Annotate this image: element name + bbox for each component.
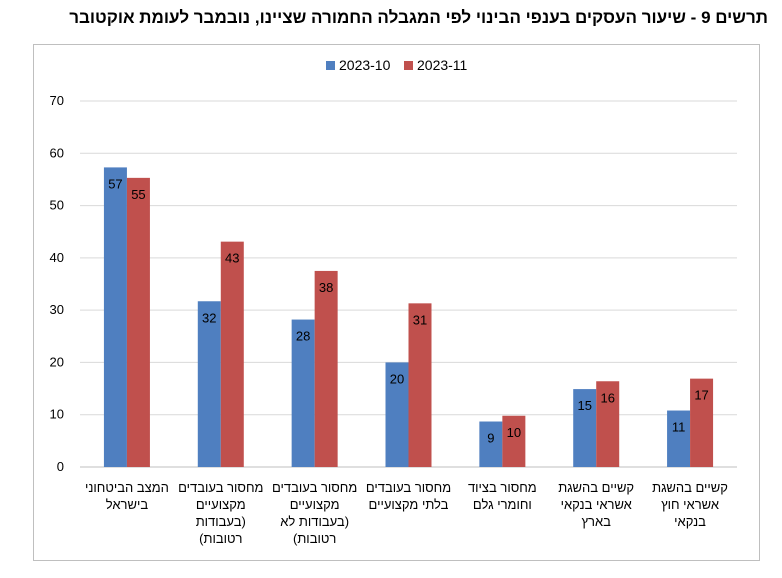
bar-series2 — [502, 415, 526, 467]
category-label: רטובות) — [293, 531, 336, 546]
data-label: 17 — [694, 388, 708, 403]
bar-series2 — [220, 241, 244, 467]
bar-series1 — [103, 167, 127, 467]
data-label: 15 — [577, 398, 591, 413]
chart-title: תרשים 9 - שיעור העסקים בענפי הבינוי לפי … — [69, 8, 768, 27]
bar-series2 — [408, 303, 432, 467]
category-label: מחסור בעובדים — [178, 480, 263, 495]
category-label: מחסור בעובדים — [366, 480, 451, 495]
category-label: (בעבודות לא — [280, 514, 349, 529]
bar-series2 — [596, 381, 620, 467]
bar-series1 — [667, 410, 691, 467]
category-label: (בעבודות — [196, 514, 246, 529]
y-tick-label: 0 — [57, 459, 64, 474]
category-label: בישראל — [106, 497, 149, 512]
bar-series1 — [385, 362, 409, 467]
data-label: 55 — [131, 187, 145, 202]
legend-swatch — [404, 61, 413, 70]
y-tick-label: 60 — [50, 145, 64, 160]
category-label: בארץ — [581, 514, 611, 529]
category-label: בלתי מקצועיים — [369, 497, 449, 512]
category-label: מקצועיים — [290, 497, 340, 512]
bar-series1 — [291, 319, 315, 467]
data-label: 28 — [296, 329, 310, 344]
category-label: מחסור בציוד — [468, 480, 537, 495]
data-label: 32 — [202, 310, 216, 325]
data-label: 10 — [507, 425, 521, 440]
category-label: מקצועיים — [196, 497, 246, 512]
category-label: אשראי בנקאי — [561, 497, 632, 512]
y-tick-label: 50 — [50, 198, 64, 213]
data-label: 57 — [108, 176, 122, 191]
data-label: 11 — [672, 420, 686, 435]
bar-series2 — [126, 177, 150, 468]
category-label: וחומרי גלם — [473, 497, 532, 512]
y-tick-label: 30 — [50, 302, 64, 317]
bar-series2 — [314, 270, 338, 467]
bar-series1 — [197, 301, 221, 467]
bar-series1 — [573, 389, 597, 467]
y-tick-label: 70 — [50, 93, 64, 108]
y-tick-label: 10 — [50, 407, 64, 422]
data-label: 16 — [600, 390, 614, 405]
data-label: 20 — [390, 371, 404, 386]
legend-swatch — [326, 61, 335, 70]
category-label: אשראי חוץ — [661, 497, 719, 512]
data-label: 9 — [487, 431, 494, 446]
data-label: 31 — [413, 312, 427, 327]
chart-frame — [33, 44, 760, 561]
legend-label: 2023-11 — [417, 57, 468, 73]
y-tick-label: 40 — [50, 250, 64, 265]
category-label: המצב הביטחוני — [85, 480, 169, 495]
bar-series2 — [690, 378, 714, 467]
category-label: רטובות) — [199, 531, 242, 546]
category-label: קשיים בהשגת — [652, 480, 728, 495]
category-label: מחסור בעובדים — [272, 480, 357, 495]
data-label: 38 — [319, 280, 333, 295]
category-label: בנקאי — [674, 514, 706, 529]
category-label: קשיים בהשגת — [558, 480, 634, 495]
y-tick-label: 20 — [50, 354, 64, 369]
bar-series1 — [479, 421, 503, 467]
data-label: 43 — [225, 251, 239, 266]
legend-label: 2023-10 — [339, 57, 391, 73]
